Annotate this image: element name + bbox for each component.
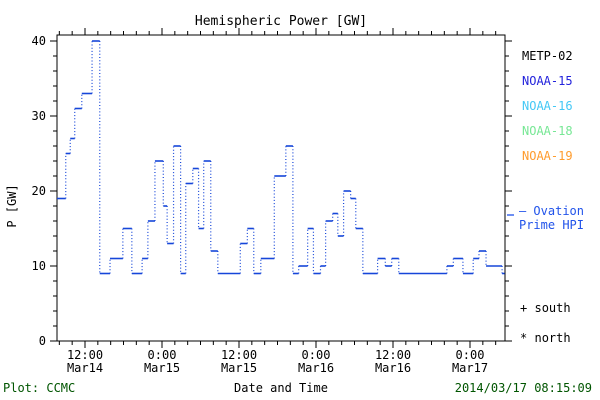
y-tick-label: 20 — [32, 184, 46, 198]
x-tick-date-label: Mar15 — [221, 361, 257, 375]
x-tick-time-label: 12:00 — [375, 348, 411, 362]
x-tick-date-label: Mar14 — [67, 361, 103, 375]
legend-marker-south: + south — [520, 301, 571, 315]
y-tick-label: 10 — [32, 259, 46, 273]
x-tick-date-label: Mar17 — [452, 361, 488, 375]
ovation-legend-line1: — Ovation — [518, 204, 585, 218]
chart-title: Hemispheric Power [GW] — [195, 14, 367, 29]
north-label: north — [534, 331, 571, 345]
y-axis-title: P [GW] — [5, 184, 19, 227]
plot-frame — [56, 34, 506, 342]
x-tick-date-label: Mar15 — [144, 361, 180, 375]
x-tick-date-label: Mar16 — [375, 361, 411, 375]
satellite-legend: METP-02 NOAA-15 NOAA-16 NOAA-18 NOAA-19 — [522, 44, 573, 169]
legend-item-noaa-18: NOAA-18 — [522, 124, 573, 138]
legend-item-metp-02: METP-02 — [522, 49, 573, 63]
y-tick-label: 40 — [32, 34, 46, 48]
south-label: south — [534, 301, 571, 315]
ovation-legend-line2: Prime HPI — [518, 218, 585, 232]
x-tick-time-label: 0:00 — [456, 348, 485, 362]
legend-ovation-prime-hpi: — Ovation Prime HPI — [505, 204, 598, 232]
x-axis-title: Date and Time — [234, 381, 328, 395]
x-tick-date-label: Mar16 — [298, 361, 334, 375]
plot-timestamp: 2014/03/17 08:15:09 — [454, 381, 592, 395]
legend-item-noaa-16: NOAA-16 — [522, 99, 573, 113]
legend-marker-north: * north — [520, 331, 571, 345]
legend-item-noaa-15: NOAA-15 — [522, 74, 573, 88]
y-tick-label: 0 — [39, 334, 46, 348]
x-tick-time-label: 0:00 — [302, 348, 331, 362]
x-tick-time-label: 0:00 — [148, 348, 177, 362]
x-tick-time-label: 12:00 — [221, 348, 257, 362]
y-tick-label: 30 — [32, 109, 46, 123]
asterisk-marker-icon: * — [520, 331, 528, 345]
plus-marker-icon: + — [520, 301, 528, 315]
x-tick-time-label: 12:00 — [67, 348, 103, 362]
plot-credit: Plot: CCMC — [3, 381, 76, 395]
legend-item-noaa-19: NOAA-19 — [522, 149, 573, 163]
